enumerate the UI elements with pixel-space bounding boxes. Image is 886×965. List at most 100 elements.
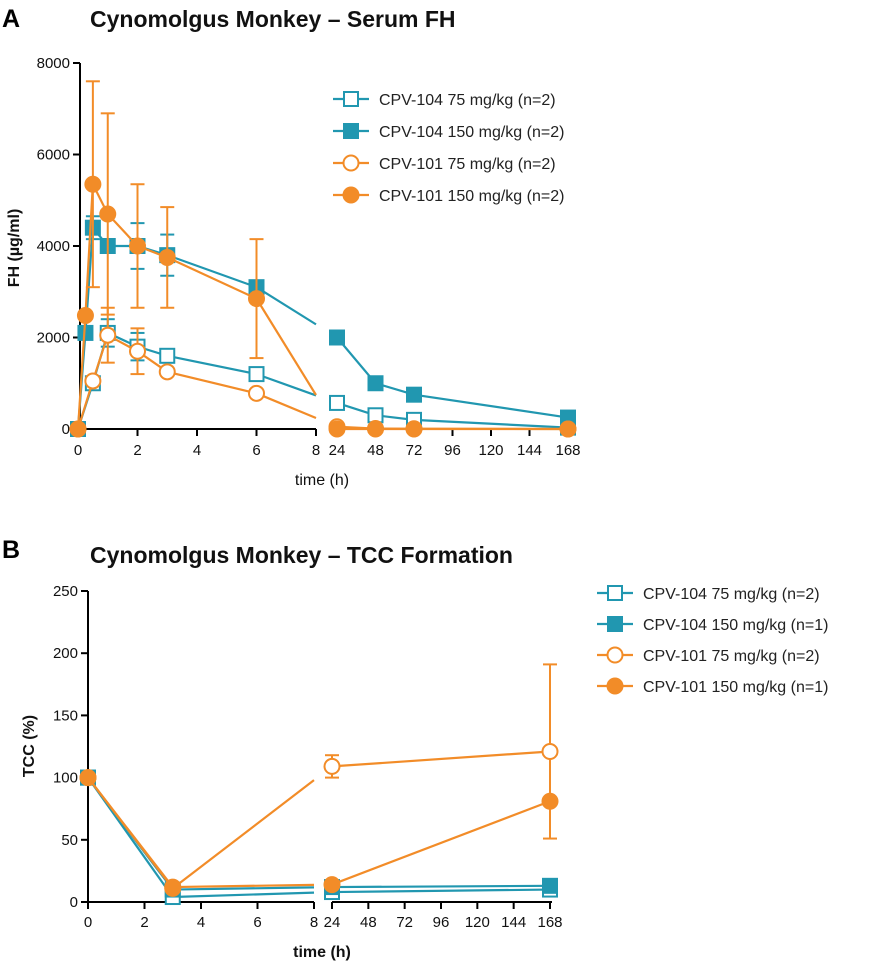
legend-item-4: CPV-101 150 mg/kg (n=2) [333,186,564,205]
x-tick-label: 24 [329,442,346,459]
data-point [323,876,341,894]
legend-item-1: CPV-104 75 mg/kg (n=2) [333,91,556,109]
legend-label: CPV-101 150 mg/kg (n=1) [643,679,828,696]
series-line-stub [172,779,315,890]
panel-a-label: A [2,5,20,33]
x-tick-label: 48 [367,442,384,459]
panel-b-axes [81,590,552,909]
data-point [541,742,559,760]
panel-b-label: B [2,536,20,564]
data-point [329,329,345,346]
legend-item-2: CPV-104 150 mg/kg (n=1) [597,616,828,634]
data-point [542,877,558,894]
data-point [541,792,559,810]
series-line-stub [172,883,315,889]
y-tick-label: 4000 [37,238,70,255]
panel-a-y-axis-title: FH (µg/ml) [6,209,23,288]
data-point [99,205,117,223]
panel-b-title: Cynomolgus Monkey – TCC Formation [90,542,513,568]
data-point [76,307,94,325]
x-tick-label: 120 [465,914,490,931]
x-tick-label: 8 [312,442,320,459]
x-tick-label: 168 [555,442,580,459]
series-line-stub [172,886,315,891]
x-tick-label: 0 [84,914,92,931]
data-point [329,394,345,411]
legend-marker [607,585,623,601]
series-line [87,776,174,888]
data-point [323,757,341,775]
x-tick-label: 6 [252,442,260,459]
data-point [79,769,97,787]
series-line [331,800,551,886]
data-point [129,237,146,255]
y-tick-label: 150 [53,707,78,724]
legend-label: CPV-104 75 mg/kg (n=2) [379,92,556,109]
legend-item-3: CPV-101 75 mg/kg (n=2) [597,646,820,665]
legend-label: CPV-104 150 mg/kg (n=1) [643,617,828,634]
y-tick-label: 2000 [37,330,70,347]
panel-b-chart: B Cynomolgus Monkey – TCC Formation 0 50 1… [2,536,828,961]
x-tick-label: 120 [478,442,503,459]
panel-b-y-axis-title: TCC (%) [21,715,38,777]
x-tick-label: 96 [444,442,461,459]
data-point [158,363,176,381]
y-tick-label: 0 [70,894,78,911]
x-tick-label: 24 [324,914,341,931]
y-tick-label: 6000 [37,147,70,164]
data-point [367,375,384,392]
series-3 [69,306,577,438]
x-tick-label: 6 [253,914,261,931]
data-point [328,420,346,438]
data-point [248,384,265,402]
legend-item-2: CPV-104 150 mg/kg (n=2) [333,123,564,141]
data-point [164,878,182,896]
series-line [336,401,569,429]
legend-marker [343,123,359,139]
series-line [336,336,569,419]
data-point [159,347,176,364]
series-line [331,750,551,768]
legend-marker [342,186,360,204]
panel-b-x-axis-title: time (h) [293,944,351,961]
legend-item-3: CPV-101 75 mg/kg (n=2) [333,154,556,173]
x-tick-label: 48 [360,914,377,931]
y-tick-label: 8000 [37,55,70,72]
series-1 [80,769,558,906]
data-point [406,386,422,403]
data-point [405,420,423,438]
series-1 [70,318,576,437]
panel-a-chart: A Cynomolgus Monkey – Serum FH 0 2000 4000… [2,5,581,489]
x-tick-label: 144 [517,442,542,459]
data-point [84,175,102,193]
y-tick-label: 250 [53,583,78,600]
series-line-stub [255,298,317,396]
series-line-stub [172,891,315,899]
legend-label: CPV-101 150 mg/kg (n=2) [379,188,564,205]
series-line-stub [255,286,317,326]
x-tick-label: 2 [133,442,141,459]
x-tick-label: 2 [140,914,148,931]
panel-b-series [79,663,559,906]
legend-label: CPV-104 75 mg/kg (n=2) [643,586,820,603]
y-tick-label: 0 [62,421,70,438]
data-point [367,420,384,438]
data-point [99,326,117,344]
legend-label: CPV-101 75 mg/kg (n=2) [643,648,820,665]
panel-b-legend: CPV-104 75 mg/kg (n=2) CPV-104 150 mg/kg … [597,585,828,696]
data-point [248,290,265,308]
y-tick-label: 50 [61,832,78,849]
x-tick-label: 96 [433,914,450,931]
legend-label: CPV-101 75 mg/kg (n=2) [379,156,556,173]
x-tick-label: 72 [406,442,423,459]
series-line-stub [256,373,317,397]
legend-marker [342,154,360,172]
series-line-stub [256,392,317,420]
panel-a-title: Cynomolgus Monkey – Serum FH [90,6,456,32]
legend-marker [343,91,359,107]
x-tick-label: 144 [501,914,526,931]
x-tick-label: 0 [74,442,82,459]
